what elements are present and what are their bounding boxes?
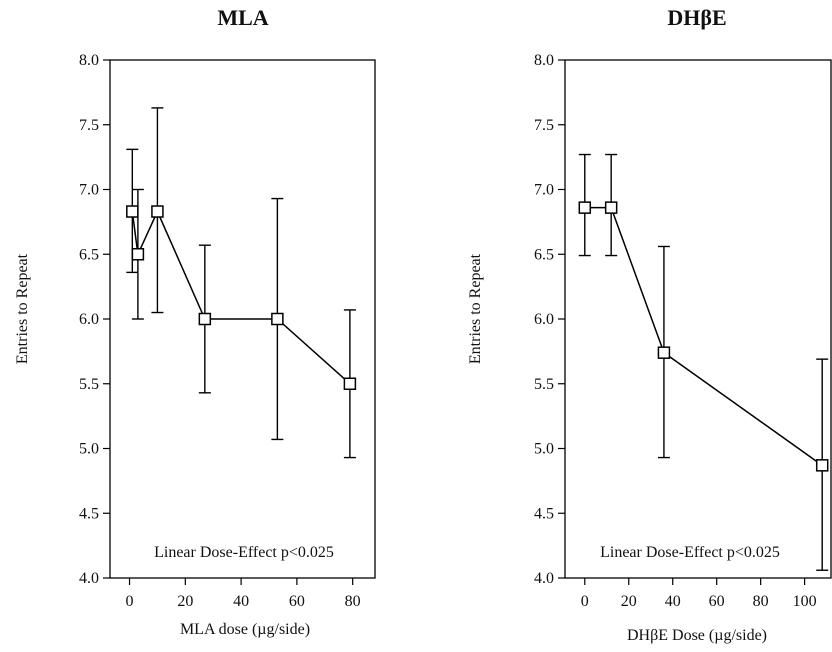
- dhbe-x-axis-label: DHβE Dose (µg/side): [627, 627, 767, 644]
- mla-y-tick-label: 7.0: [79, 182, 99, 199]
- dhbe-y-tick-label: 4.0: [534, 570, 554, 587]
- dhbe-series-line: [584, 206, 823, 466]
- mla-dose-effect-annotation: Linear Dose-Effect p<0.025: [154, 544, 334, 561]
- mla-y-tick-label: 7.5: [79, 117, 99, 134]
- mla-chart-panel: MLA Entries to Repeat MLA dose (µg/side)…: [14, 5, 376, 638]
- dhbe-y-tick-label: 8.0: [534, 52, 554, 69]
- dhbe-chart-panel: DHβE Entries to Repeat DHβE Dose (µg/sid…: [467, 5, 832, 644]
- dhbe-chart-title: DHβE: [667, 5, 726, 30]
- dhbe-y-tick-label: 6.0: [534, 311, 554, 328]
- mla-series-line: [131, 209, 351, 385]
- mla-x-tick-label: 20: [177, 593, 193, 610]
- mla-data-point: [151, 205, 164, 218]
- dhbe-y-tick-label: 5.5: [534, 376, 554, 393]
- mla-y-tick-label: 4.5: [79, 505, 99, 522]
- dhbe-y-tick-label: 4.5: [534, 505, 554, 522]
- dhbe-dose-effect-annotation: Linear Dose-Effect p<0.025: [600, 544, 780, 561]
- mla-data-layer: [126, 107, 357, 459]
- dhbe-x-axis: 0 20 40 60 80 100: [581, 578, 817, 610]
- dhbe-x-tick-label: 0: [581, 593, 589, 610]
- dhbe-y-axis-label: Entries to Repeat: [467, 253, 484, 364]
- dhbe-x-tick-label: 100: [793, 593, 817, 610]
- mla-y-tick-label: 6.0: [79, 311, 99, 328]
- mla-y-tick-label: 5.0: [79, 441, 99, 458]
- dhbe-y-tick-label: 5.0: [534, 441, 554, 458]
- mla-chart-title: MLA: [217, 5, 268, 30]
- mla-y-axis-label: Entries to Repeat: [14, 253, 31, 364]
- mla-y-tick-label: 5.5: [79, 376, 99, 393]
- mla-x-tick-label: 0: [126, 593, 134, 610]
- dhbe-data-point: [657, 346, 671, 359]
- dhbe-x-tick-label: 20: [621, 593, 637, 610]
- dhbe-data-point: [578, 201, 592, 214]
- dhbe-data-layer: [578, 153, 829, 571]
- mla-y-tick-label: 4.0: [79, 570, 99, 587]
- mla-y-tick-label: 8.0: [79, 52, 99, 69]
- mla-x-axis: 0 20 40 60 80: [126, 578, 361, 610]
- mla-data-point: [198, 312, 212, 326]
- dhbe-y-tick-label: 6.5: [534, 246, 554, 263]
- mla-x-tick-label: 80: [345, 593, 361, 610]
- dhbe-data-point: [815, 459, 829, 472]
- dhbe-x-tick-label: 60: [709, 593, 725, 610]
- dhbe-y-tick-label: 7.0: [534, 182, 554, 199]
- mla-data-point: [131, 248, 145, 261]
- dhbe-x-tick-label: 40: [665, 593, 681, 610]
- mla-y-axis: 4.0 4.5 5.0 5.5 6.0 6.5 7.0 7.5 8.0: [79, 52, 110, 587]
- mla-x-tick-label: 60: [289, 593, 305, 610]
- dhbe-x-tick-label: 80: [753, 593, 769, 610]
- dhbe-plot-frame: [564, 59, 832, 579]
- dhbe-data-point: [604, 201, 618, 214]
- dhbe-y-tick-label: 7.5: [534, 117, 554, 134]
- mla-x-axis-label: MLA dose (µg/side): [180, 621, 310, 638]
- mla-data-point: [343, 377, 357, 390]
- mla-data-point: [126, 205, 139, 218]
- mla-x-tick-label: 40: [233, 593, 249, 610]
- mla-y-tick-label: 6.5: [79, 246, 99, 263]
- mla-data-point: [271, 312, 284, 326]
- dhbe-y-axis: 4.0 4.5 5.0 5.5 6.0 6.5 7.0 7.5 8.0: [534, 52, 565, 587]
